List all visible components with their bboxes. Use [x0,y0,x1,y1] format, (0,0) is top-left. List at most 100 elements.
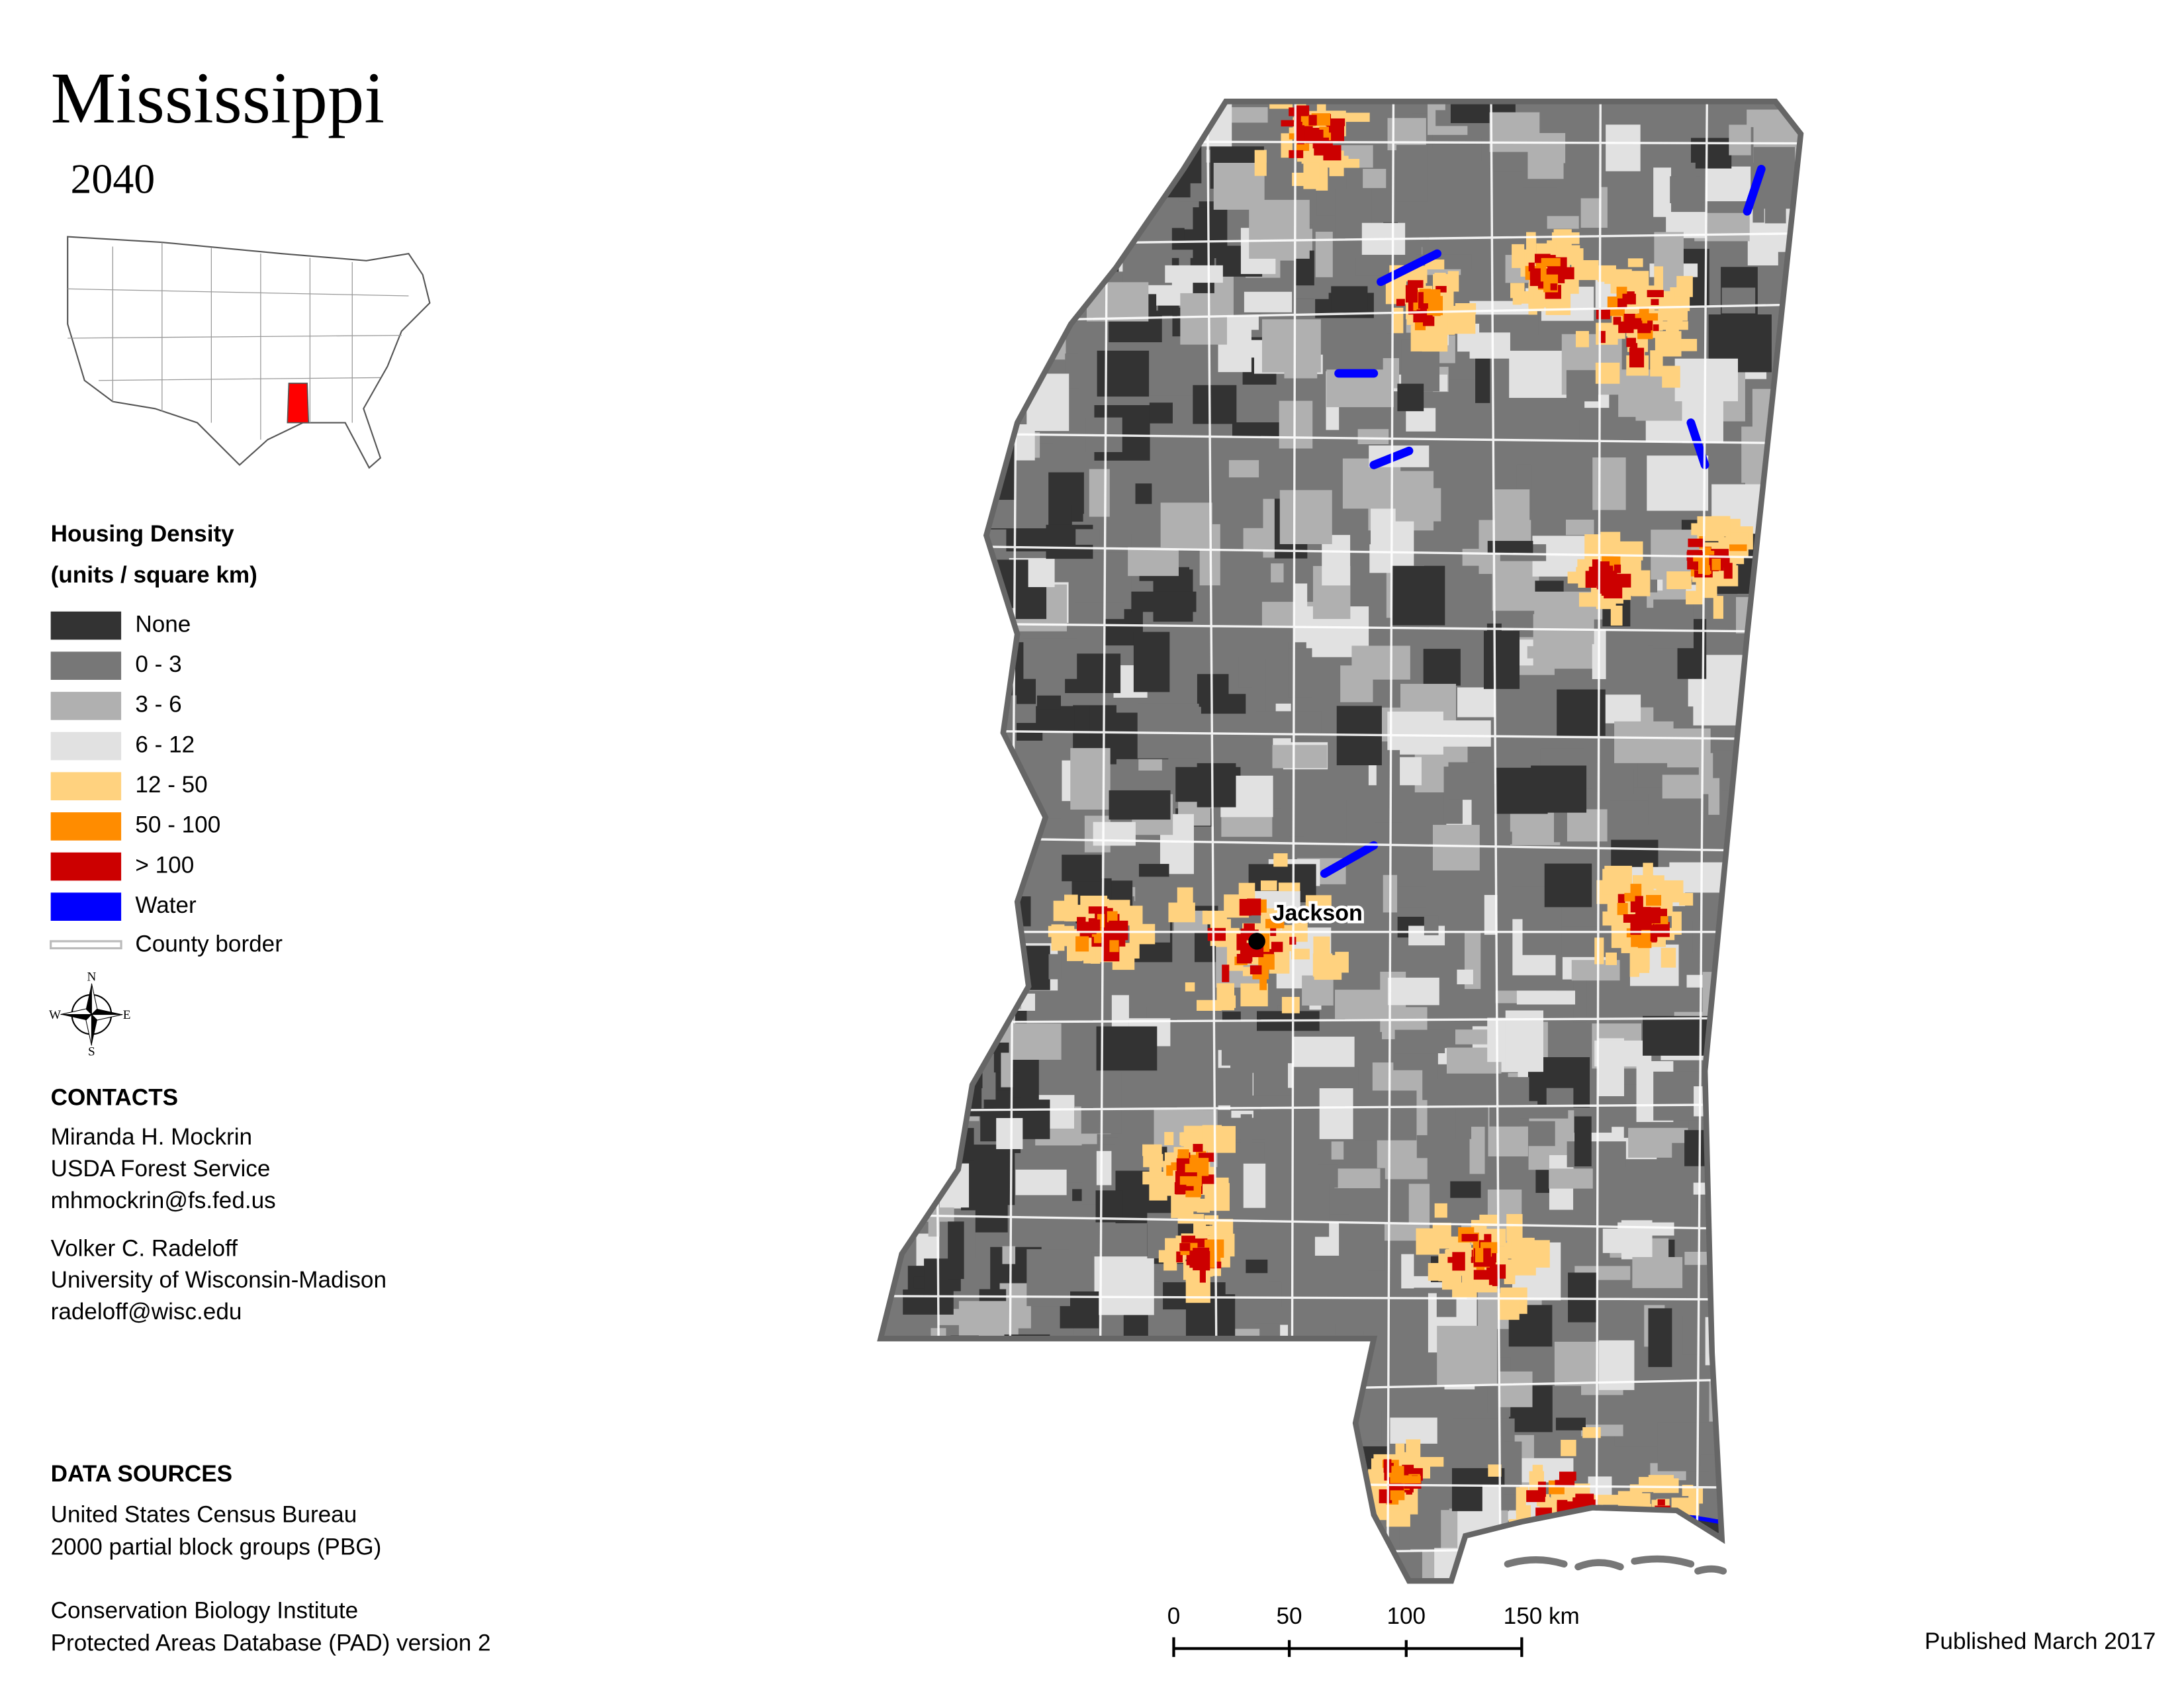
density-patch [1654,266,1663,293]
scale-label: 150 km [1504,1603,1580,1629]
density-patch [1092,919,1101,932]
density-patch [1405,285,1418,303]
density-patch [1093,821,1136,846]
density-patch [880,803,915,817]
density-patch [1796,385,1801,442]
density-patch [1547,216,1579,229]
density-patch [1215,1427,1267,1439]
water-body [1377,249,1441,287]
density-patch [1164,1132,1174,1145]
density-patch [1631,929,1639,947]
density-patch [1565,1516,1575,1534]
density-patch [1396,299,1405,306]
density-patch [1023,638,1077,679]
density-patch [1558,1502,1570,1511]
density-patch [1531,765,1587,813]
density-patch [1629,951,1640,977]
legend: Housing Density (units / square km) None 0 … [50,521,283,957]
density-patch [1768,1364,1801,1401]
density-patch [1288,1323,1336,1383]
density-patch [1653,1518,1673,1528]
density-patch [1199,1174,1216,1184]
density-patch [1075,936,1089,952]
density-patch [1363,169,1387,189]
density-patch [945,230,987,273]
density-patch [1367,1225,1385,1271]
density-patch [1635,1534,1649,1558]
density-patch [1037,1501,1099,1548]
density-patch [1315,232,1333,277]
density-patch [1752,590,1766,645]
density-patch [1569,1523,1591,1550]
source-line: Conservation Biology Institute [51,1597,359,1623]
density-patch [1138,864,1169,877]
density-patch [1246,1259,1268,1274]
density-patch [1789,1143,1801,1196]
density-patch [1563,163,1601,199]
density-patch [1814,824,1857,849]
density-patch [1396,144,1428,202]
density-patch [1088,906,1108,914]
density-patch [1397,383,1424,412]
density-patch [1058,926,1071,947]
density-patch [1021,276,1085,305]
density-patch [965,1526,1030,1572]
density-patch [1793,747,1801,768]
density-patch [1667,299,1683,324]
density-patch [1180,293,1227,345]
density-patch [1077,185,1096,228]
density-patch [1479,1214,1498,1227]
water-body [1686,418,1709,469]
density-patch [1334,1168,1381,1189]
density-patch [1183,1354,1236,1371]
density-patch [1671,1529,1681,1542]
density-patch [1651,299,1659,305]
density-patch [916,221,954,279]
density-patch [1143,1154,1163,1168]
water-body [1320,841,1379,878]
density-patch [918,629,964,650]
density-patch [897,1383,959,1417]
compass-label: E [123,1008,131,1022]
density-patch [948,773,989,818]
density-patch [1093,925,1102,943]
density-patch [1588,1513,1615,1529]
density-patch [1279,400,1313,449]
density-patch [1653,1513,1676,1529]
density-patch [1331,1141,1344,1160]
density-patch [1812,1309,1864,1345]
density-patch [1141,142,1202,183]
density-patch [890,989,904,1019]
density-patch [1657,1422,1709,1472]
density-patch [1686,590,1704,605]
density-patch [1036,695,1061,710]
density-patch [1653,167,1672,217]
density-patch [1794,514,1801,544]
contact-line: radeloff@wisc.edu [51,1299,242,1325]
density-patch [1003,138,1058,197]
density-patch [1762,545,1801,573]
density-patch [1469,1127,1485,1174]
density-patch [1015,1169,1067,1196]
density-patch [1770,1329,1801,1358]
density-patch [1473,1232,1479,1251]
density-patch [1222,964,1230,982]
density-patch [1216,983,1235,1011]
contact-line: Miranda H. Mockrin [51,1124,252,1150]
density-patch [1289,794,1304,837]
density-patch [1383,1182,1409,1224]
density-patch [1593,1583,1646,1633]
density-patch [1149,1177,1167,1201]
density-patch [1740,1350,1767,1367]
density-patch [1784,440,1801,487]
density-patch [968,101,989,125]
density-patch [905,1466,922,1492]
density-patch [1717,1068,1753,1092]
density-patch [1627,258,1643,267]
density-patch [1387,711,1443,755]
density-patch [1023,243,1044,299]
legend-label: 0 - 3 [135,651,181,677]
density-patch [1072,1189,1084,1201]
density-patch [1498,1371,1533,1407]
density-patch [1610,605,1623,626]
